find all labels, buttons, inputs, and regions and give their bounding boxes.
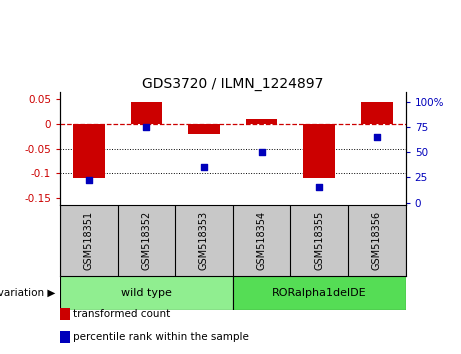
Bar — [361, 102, 393, 124]
Text: transformed count: transformed count — [73, 309, 170, 319]
Text: RORalpha1delDE: RORalpha1delDE — [272, 288, 366, 298]
Bar — [303, 124, 335, 178]
Point — [258, 149, 266, 155]
Bar — [188, 124, 220, 134]
Bar — [130, 102, 162, 124]
Point — [200, 165, 207, 170]
Point — [142, 124, 150, 130]
Title: GDS3720 / ILMN_1224897: GDS3720 / ILMN_1224897 — [142, 77, 324, 91]
Point — [373, 135, 381, 140]
Bar — [73, 124, 105, 178]
Bar — [233, 276, 406, 310]
Text: wild type: wild type — [121, 288, 172, 298]
Text: GSM518356: GSM518356 — [372, 211, 382, 270]
Text: GSM518352: GSM518352 — [142, 211, 151, 270]
Text: GSM518351: GSM518351 — [84, 211, 94, 270]
Point — [85, 178, 92, 183]
Text: GSM518354: GSM518354 — [257, 211, 266, 270]
Point — [315, 185, 323, 190]
Bar — [60, 276, 233, 310]
Text: genotype/variation ▶: genotype/variation ▶ — [0, 288, 55, 298]
Text: percentile rank within the sample: percentile rank within the sample — [73, 332, 249, 342]
Text: GSM518355: GSM518355 — [314, 211, 324, 270]
Bar — [246, 119, 278, 124]
Text: GSM518353: GSM518353 — [199, 211, 209, 270]
